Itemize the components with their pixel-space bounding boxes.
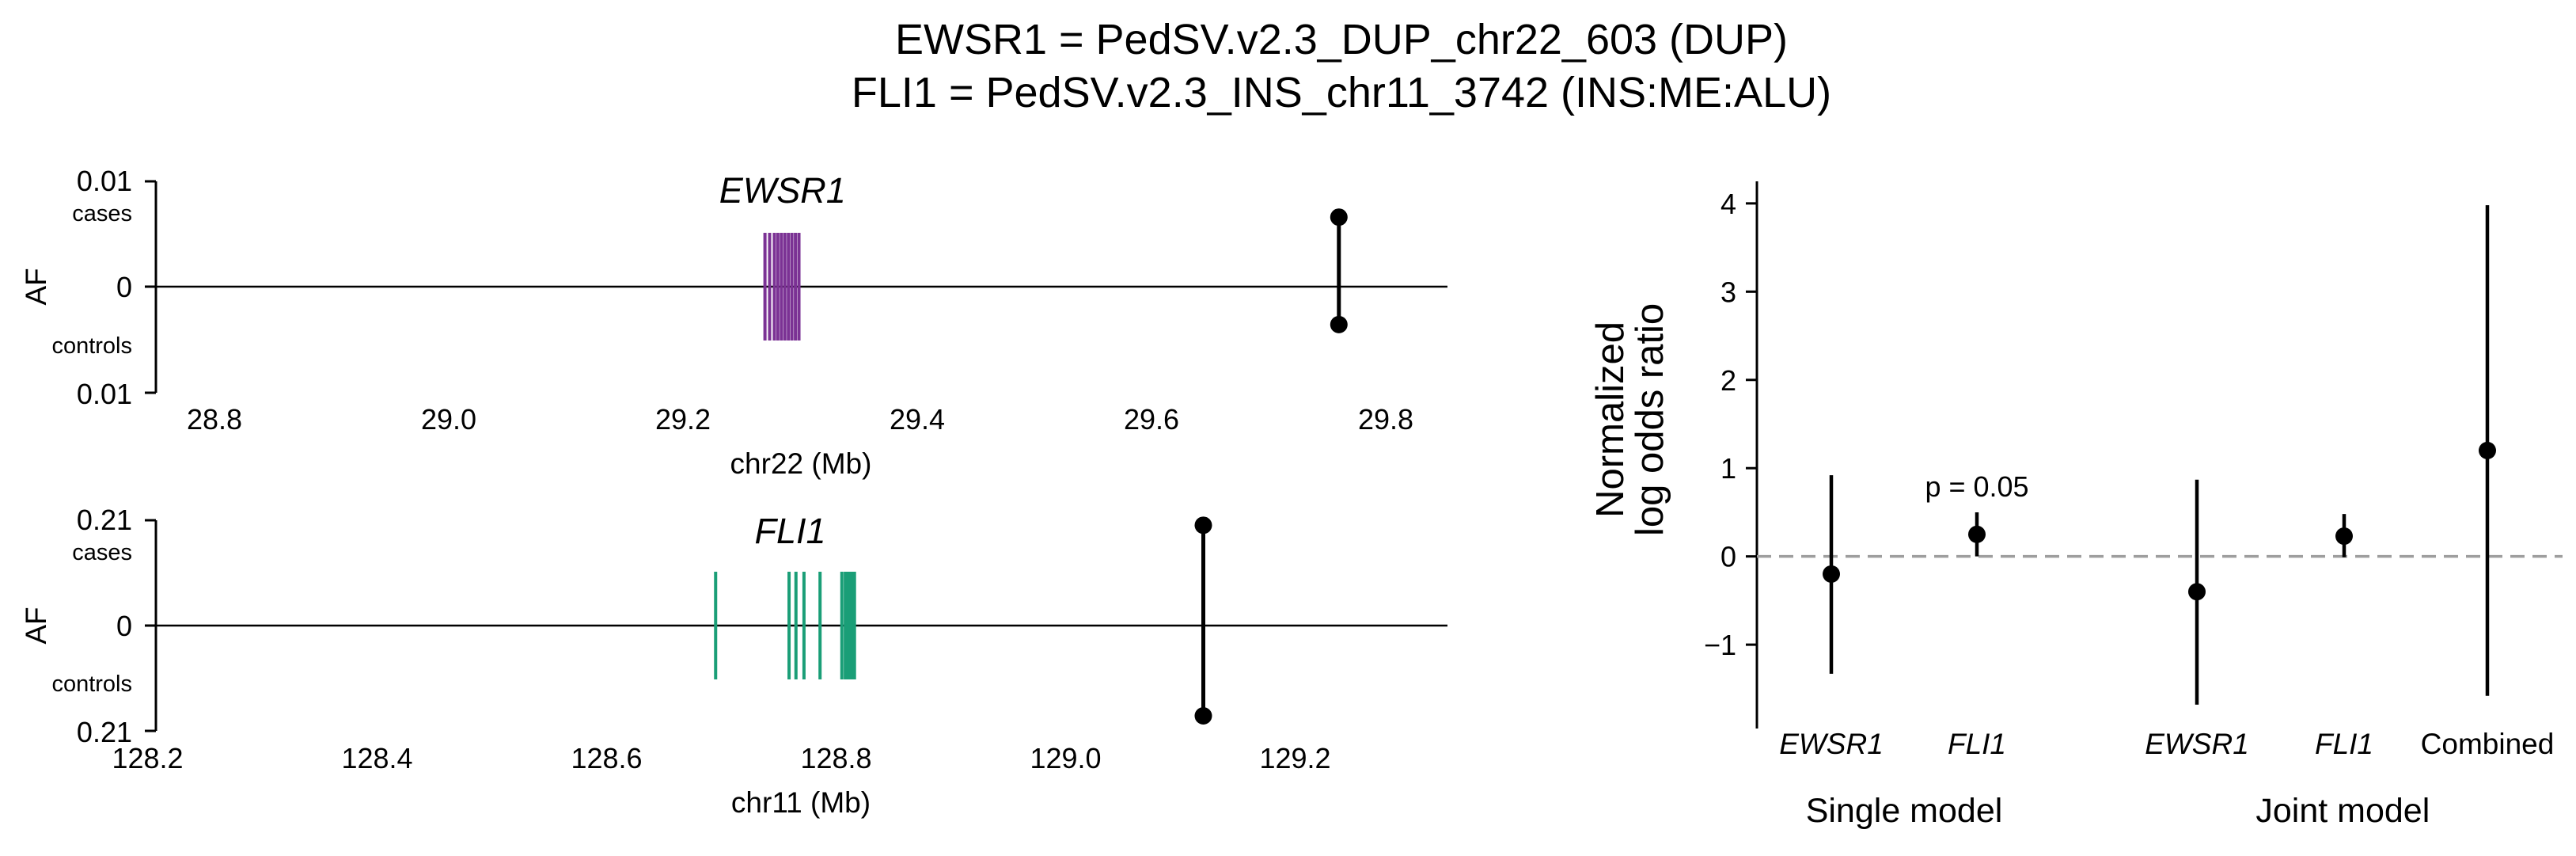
y-axis-label: AF	[20, 268, 52, 305]
x-tick-label: 129.2	[1259, 742, 1330, 774]
x-tick-label: 128.2	[112, 742, 183, 774]
y-tick-label: 2	[1720, 364, 1736, 397]
figure-title-line-1: EWSR1 = PedSV.v2.3_DUP_chr22_603 (DUP)	[895, 16, 1788, 63]
y-tick-label-top: 0.21	[77, 504, 132, 536]
x-tick-label: 128.8	[800, 742, 871, 774]
category-label: FLI1	[2315, 728, 2373, 760]
y-tick-label: 4	[1720, 188, 1736, 220]
variant-case-af-point	[1330, 208, 1348, 226]
variant-control-af-point	[1330, 315, 1348, 333]
log-odds-point	[1968, 525, 1986, 543]
y-tick-sublabel-cases: cases	[72, 540, 132, 565]
log-odds-point	[2479, 441, 2496, 459]
y-tick-sublabel-controls: controls	[51, 671, 132, 697]
model-group-label: Single model	[1806, 792, 2003, 830]
y-tick-label-bottom: 0.21	[77, 716, 132, 748]
p-value-annotation: p = 0.05	[1925, 470, 2028, 503]
y-tick-label-top: 0.01	[77, 165, 132, 197]
model-group-label: Joint model	[2255, 792, 2430, 830]
x-tick-label: 28.8	[187, 403, 242, 436]
y-tick-label-bottom: 0.01	[77, 378, 132, 410]
x-tick-label: 29.2	[655, 403, 711, 436]
log-odds-point	[2335, 527, 2353, 546]
y-tick-label: 1	[1720, 452, 1736, 485]
ewsr1-locus-panel: 0.01 cases 0 controls 0.01 AF 28.8 29.0 29.2 29.4…	[20, 165, 1447, 480]
x-tick-label: 29.4	[890, 403, 945, 436]
category-label: Combined	[2421, 728, 2555, 760]
x-tick-label: 128.6	[571, 742, 642, 774]
y-tick-label: 3	[1720, 276, 1736, 308]
fli1-locus-panel: 0.21 cases 0 controls 0.21 AF 128.2 128.4 128.6 1…	[20, 504, 1447, 819]
y-tick-sublabel-controls: controls	[51, 333, 132, 359]
x-tick-label: 29.6	[1124, 403, 1179, 436]
y-tick-label-zero: 0	[116, 271, 132, 303]
x-axis-label: chr11 (Mb)	[731, 786, 871, 819]
variant-case-af-point	[1194, 516, 1212, 535]
y-tick-label: −1	[1704, 629, 1736, 661]
x-tick-label: 29.0	[421, 403, 476, 436]
category-label: EWSR1	[1779, 728, 1884, 760]
x-axis-label: chr22 (Mb)	[730, 447, 872, 480]
figure-title-line-2: FLI1 = PedSV.v2.3_INS_chr11_3742 (INS:ME…	[852, 69, 1831, 116]
x-tick-label: 29.8	[1358, 403, 1413, 436]
x-tick-label: 128.4	[341, 742, 412, 774]
variant-control-af-point	[1194, 707, 1212, 725]
log-odds-point	[1823, 565, 1840, 583]
category-label: EWSR1	[2145, 728, 2249, 760]
gene-name-label: EWSR1	[719, 170, 846, 211]
gene-name-label: FLI1	[754, 511, 825, 551]
x-tick-label: 129.0	[1030, 742, 1101, 774]
y-tick-label-zero: 0	[116, 610, 132, 642]
y-axis-label-line-1: Normalized	[1589, 321, 1632, 518]
y-tick-label: 0	[1720, 541, 1736, 573]
y-axis-label-line-2: log odds ratio	[1629, 303, 1671, 536]
log-odds-point	[2188, 583, 2206, 601]
category-label: FLI1	[1948, 728, 2006, 760]
y-tick-sublabel-cases: cases	[72, 201, 132, 226]
y-axis-label: AF	[20, 607, 52, 644]
